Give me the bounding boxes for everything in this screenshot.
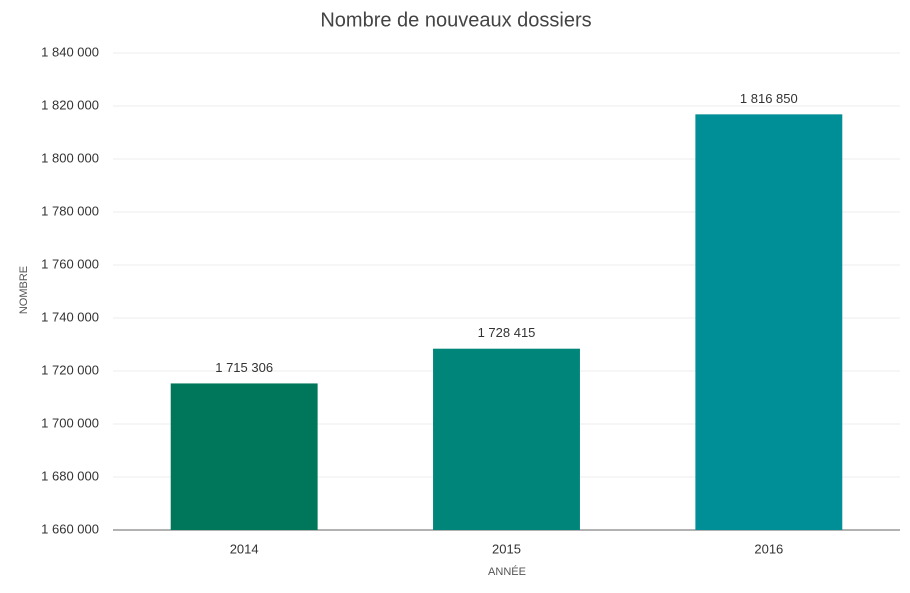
bar <box>433 348 580 530</box>
value-label: 1 728 415 <box>478 325 536 340</box>
y-tick-label: 1 820 000 <box>41 97 99 112</box>
y-tick-label: 1 720 000 <box>41 362 99 377</box>
x-tick-label: 2014 <box>230 541 259 556</box>
y-tick-label: 1 680 000 <box>41 468 99 483</box>
x-tick-label: 2016 <box>754 541 783 556</box>
y-tick-label: 1 780 000 <box>41 203 99 218</box>
y-tick-label: 1 840 000 <box>41 44 99 59</box>
value-label: 1 816 850 <box>740 91 798 106</box>
y-axis-label: NOMBRE <box>18 266 30 314</box>
y-tick-label: 1 660 000 <box>41 521 99 536</box>
value-label: 1 715 306 <box>215 360 273 375</box>
chart-title: Nombre de nouveaux dossiers <box>320 9 591 31</box>
bar <box>695 114 843 530</box>
y-tick-label: 1 800 000 <box>41 150 99 165</box>
x-axis-label: ANNÉE <box>488 565 526 578</box>
y-tick-label: 1 700 000 <box>41 415 99 430</box>
bar <box>170 383 318 530</box>
y-tick-label: 1 760 000 <box>41 256 99 271</box>
y-tick-label: 1 740 000 <box>41 309 99 324</box>
x-tick-label: 2015 <box>492 541 521 556</box>
